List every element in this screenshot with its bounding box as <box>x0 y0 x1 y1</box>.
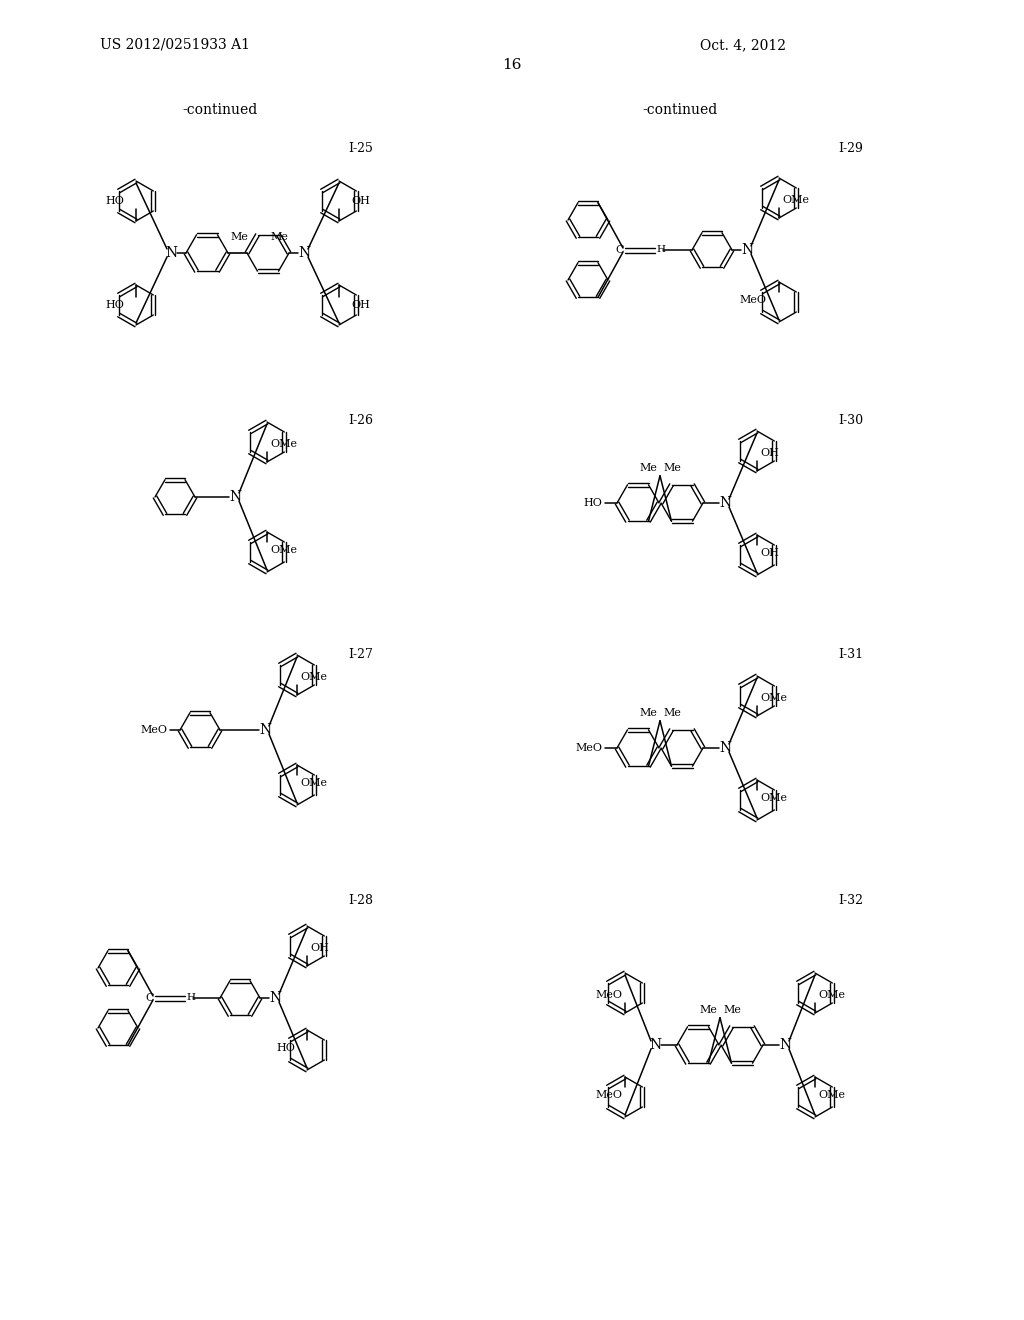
Text: N: N <box>741 243 753 257</box>
Text: OH: OH <box>760 548 779 558</box>
Text: C: C <box>615 246 625 255</box>
Text: OMe: OMe <box>300 672 327 682</box>
Text: -continued: -continued <box>182 103 258 117</box>
Text: I-30: I-30 <box>838 413 863 426</box>
Text: Me: Me <box>639 463 657 473</box>
Text: N: N <box>165 246 177 260</box>
Text: US 2012/0251933 A1: US 2012/0251933 A1 <box>100 38 250 51</box>
Text: N: N <box>719 496 731 510</box>
Text: Me: Me <box>270 232 288 242</box>
Text: OH: OH <box>310 942 329 953</box>
Text: Me: Me <box>230 232 248 242</box>
Text: N: N <box>259 723 271 737</box>
Text: I-31: I-31 <box>838 648 863 661</box>
Text: OMe: OMe <box>270 440 297 449</box>
Text: MeO: MeO <box>739 294 766 305</box>
Text: OMe: OMe <box>818 1090 845 1100</box>
Text: Me: Me <box>639 708 657 718</box>
Text: OH: OH <box>760 447 779 458</box>
Text: C: C <box>145 993 155 1003</box>
Text: N: N <box>649 1038 662 1052</box>
Text: HO: HO <box>276 1043 295 1053</box>
Text: -continued: -continued <box>642 103 718 117</box>
Text: MeO: MeO <box>140 725 167 735</box>
Text: HO: HO <box>105 300 124 310</box>
Text: OMe: OMe <box>782 195 809 205</box>
Text: MeO: MeO <box>575 743 602 752</box>
Text: MeO: MeO <box>595 1090 622 1100</box>
Text: HO: HO <box>583 498 602 508</box>
Text: H: H <box>186 993 196 1002</box>
Text: Me: Me <box>664 708 681 718</box>
Text: MeO: MeO <box>595 990 622 1001</box>
Text: H: H <box>656 244 666 253</box>
Text: HO: HO <box>105 195 124 206</box>
Text: N: N <box>269 991 281 1005</box>
Text: Oct. 4, 2012: Oct. 4, 2012 <box>700 38 786 51</box>
Text: OMe: OMe <box>818 990 845 1001</box>
Text: I-27: I-27 <box>348 648 373 661</box>
Text: I-25: I-25 <box>348 141 373 154</box>
Text: 16: 16 <box>502 58 522 73</box>
Text: I-26: I-26 <box>348 413 373 426</box>
Text: OMe: OMe <box>760 793 787 803</box>
Text: I-29: I-29 <box>838 141 863 154</box>
Text: N: N <box>298 246 310 260</box>
Text: OH: OH <box>351 300 370 310</box>
Text: OMe: OMe <box>270 545 297 554</box>
Text: N: N <box>779 1038 792 1052</box>
Text: OMe: OMe <box>300 777 327 788</box>
Text: N: N <box>719 741 731 755</box>
Text: OMe: OMe <box>760 693 787 704</box>
Text: Me: Me <box>664 463 681 473</box>
Text: I-28: I-28 <box>348 894 373 907</box>
Text: OH: OH <box>351 195 370 206</box>
Text: N: N <box>229 490 241 504</box>
Text: Me: Me <box>723 1005 741 1015</box>
Text: Me: Me <box>699 1005 717 1015</box>
Text: I-32: I-32 <box>838 894 863 907</box>
